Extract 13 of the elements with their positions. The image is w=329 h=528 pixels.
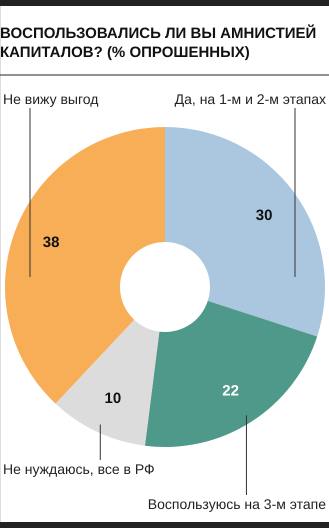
chart-title: ВОСПОЛЬЗОВАЛИСЬ ЛИ ВЫ АМНИСТИЕЙ КАПИТАЛОВ? (% ОПРОШЕННЫХ): [0, 24, 316, 61]
data-label: 30: [256, 206, 272, 224]
donut-slice: [55, 320, 160, 446]
slice-label: Да, на 1-м и 2-м этапах: [174, 91, 326, 107]
data-label: 38: [42, 234, 60, 251]
donut-slice: [165, 127, 325, 336]
slice-label: Воспользуюсь на 3-м этапе: [148, 496, 326, 512]
data-label: 22: [222, 382, 239, 400]
slice-label: Не нуждаюсь, все в РФ: [3, 461, 155, 477]
donut-slice: [5, 127, 165, 404]
data-label: 10: [104, 390, 122, 407]
slice-label: Не вижу выгод: [3, 91, 98, 107]
donut-slice: [144, 300, 318, 447]
